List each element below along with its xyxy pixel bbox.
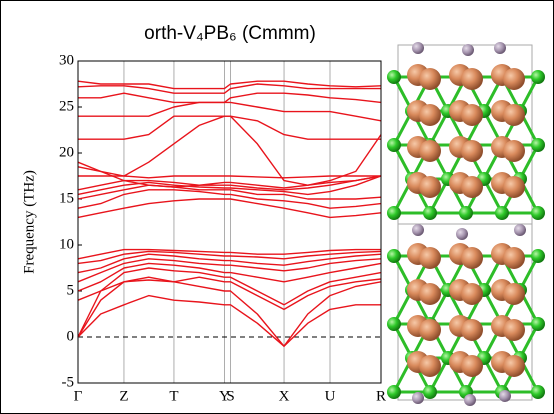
v-atom (461, 176, 483, 198)
v-atom (503, 104, 525, 126)
figure: ΓZTYSXUR-5051015202530 orth-V₄PB₆ (Cmmm)… (0, 0, 554, 414)
b-atom (531, 385, 545, 399)
v-atom (503, 140, 525, 162)
v-atom (419, 176, 441, 198)
b-atom (531, 249, 545, 263)
y-axis-label: Frequency (THz) (21, 170, 37, 274)
v-atom (503, 247, 525, 269)
v-atom (419, 140, 441, 162)
b-atom (531, 206, 545, 220)
x-tick-label: S (226, 388, 234, 404)
v-atom (419, 247, 441, 269)
v-atom (419, 283, 441, 305)
b-atom (495, 206, 509, 220)
b-atom (531, 70, 545, 84)
v-atom (461, 104, 483, 126)
v-atom (461, 247, 483, 269)
v-atom (419, 68, 441, 90)
x-tick-label: Γ (74, 388, 83, 404)
y-tick-label: 5 (67, 282, 75, 298)
b-atom (423, 385, 437, 399)
y-tick-label: 20 (59, 144, 74, 160)
p-atom (412, 42, 424, 54)
b-atom (459, 206, 473, 220)
b-atom (387, 70, 401, 84)
x-tick-label: R (376, 388, 386, 404)
p-atom (412, 224, 424, 236)
v-atom (419, 355, 441, 377)
b-atom (387, 385, 401, 399)
y-tick-label: 15 (59, 190, 74, 206)
y-tick-label: 25 (59, 98, 74, 114)
b-atom (387, 138, 401, 152)
v-atom (419, 319, 441, 341)
v-atom (503, 68, 525, 90)
v-atom (461, 68, 483, 90)
b-atom (531, 317, 545, 331)
p-atom (462, 44, 474, 56)
v-atom (503, 319, 525, 341)
y-tick-label: 0 (67, 328, 75, 344)
v-atom (503, 355, 525, 377)
y-tick-label: -5 (62, 374, 75, 390)
b-atom (387, 206, 401, 220)
p-atom (499, 390, 511, 402)
x-tick-label: Z (119, 388, 128, 404)
p-atom (456, 228, 468, 240)
p-atom (412, 392, 424, 404)
v-atom (461, 319, 483, 341)
v-atom (503, 283, 525, 305)
b-atom (531, 138, 545, 152)
x-tick-label: U (325, 388, 336, 404)
p-atom (514, 224, 526, 236)
v-atom (461, 355, 483, 377)
v-atom (461, 140, 483, 162)
x-tick-label: X (279, 388, 290, 404)
x-tick-label: T (169, 388, 178, 404)
y-tick-label: 30 (59, 52, 74, 68)
b-atom (423, 206, 437, 220)
p-atom (494, 42, 506, 54)
v-atom (461, 283, 483, 305)
y-tick-label: 10 (59, 236, 74, 252)
v-atom (503, 176, 525, 198)
v-atom (419, 104, 441, 126)
b-atom (387, 249, 401, 263)
b-atom (387, 317, 401, 331)
p-atom (464, 394, 476, 406)
chart-title: orth-V₄PB₆ (Cmmm) (144, 23, 316, 44)
